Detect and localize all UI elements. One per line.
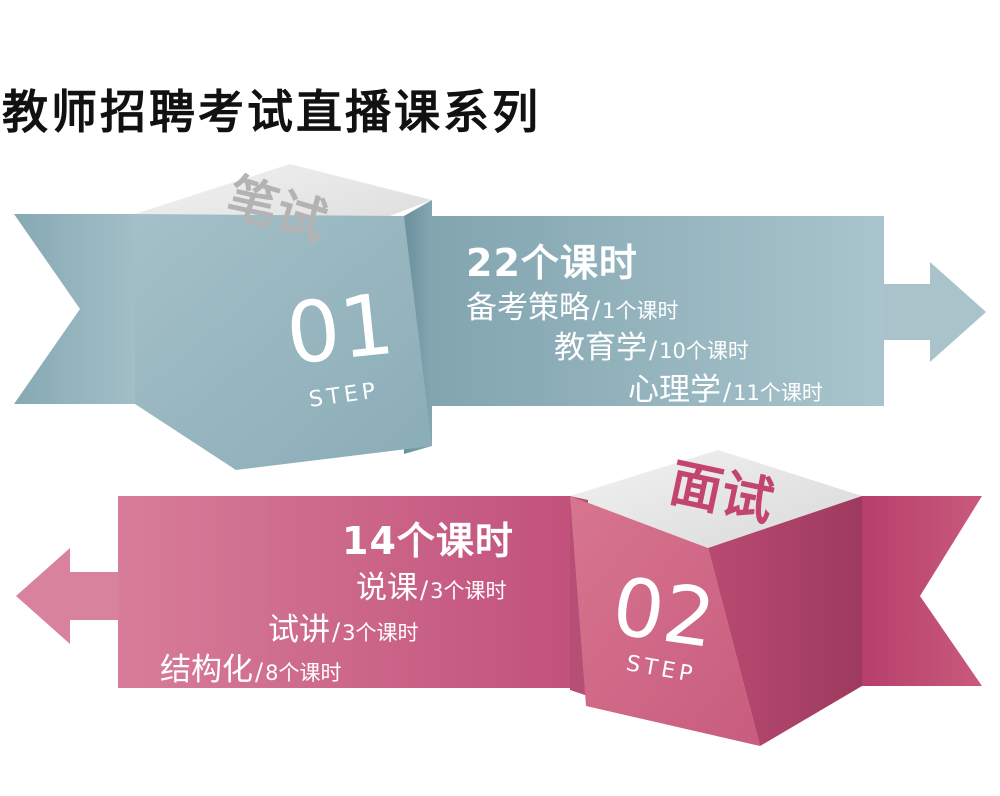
interview-ribbon: 面试 02 STEP <box>16 450 982 746</box>
written-item-psychology: 心理学/11个课时 <box>628 364 823 409</box>
written-item-hours: 10个课时 <box>659 339 749 363</box>
written-item-hours: 11个课时 <box>733 381 823 405</box>
interview-item-hours: 3个课时 <box>430 579 507 603</box>
interview-item-name: 结构化 <box>160 652 253 688</box>
interview-total-hours: 14个课时 <box>342 519 514 563</box>
interview-ribbon-tail <box>862 496 982 686</box>
interview-cube-front <box>570 496 760 746</box>
interview-cube-top <box>570 450 862 548</box>
interview-step-number: 02 <box>607 560 721 666</box>
written-item-sep: / <box>723 378 732 406</box>
interview-item-sep: / <box>255 658 264 686</box>
written-arrow-icon <box>884 262 986 362</box>
written-item-name: 心理学 <box>628 372 721 408</box>
interview-item-structured: 结构化/8个课时 <box>160 644 341 689</box>
written-item-sep: / <box>592 296 601 324</box>
written-cube-front <box>135 214 432 470</box>
written-step-number: 01 <box>282 275 399 384</box>
interview-item-name: 说课 <box>356 570 418 606</box>
written-item-name: 备考策略 <box>466 290 590 326</box>
written-item-name: 教育学 <box>554 330 647 366</box>
interview-item-hours: 8个课时 <box>265 661 342 685</box>
written-ribbon: 笔试 01 STEP <box>14 164 986 470</box>
interview-item-sep: / <box>420 576 429 604</box>
interview-arrow-icon <box>16 548 118 644</box>
written-ribbon-tail <box>14 214 135 404</box>
interview-item-name: 试讲 <box>268 612 330 648</box>
written-item-strategy: 备考策略/1个课时 <box>466 282 678 327</box>
interview-item-lecture-talk: 说课/3个课时 <box>356 562 506 607</box>
interview-item-sep: / <box>332 618 341 646</box>
page-title: 教师招聘考试直播课系列 <box>2 85 541 139</box>
written-item-sep: / <box>649 336 658 364</box>
written-item-hours: 1个课时 <box>602 299 679 323</box>
interview-cube-side-right <box>708 496 862 746</box>
written-total-hours: 22个课时 <box>466 241 638 285</box>
written-ribbon-band <box>404 216 884 406</box>
written-item-pedagogy: 教育学/10个课时 <box>554 322 749 367</box>
interview-ribbon-band <box>118 496 588 688</box>
interview-item-hours: 3个课时 <box>342 621 419 645</box>
interview-item-trial-teach: 试讲/3个课时 <box>268 604 418 649</box>
